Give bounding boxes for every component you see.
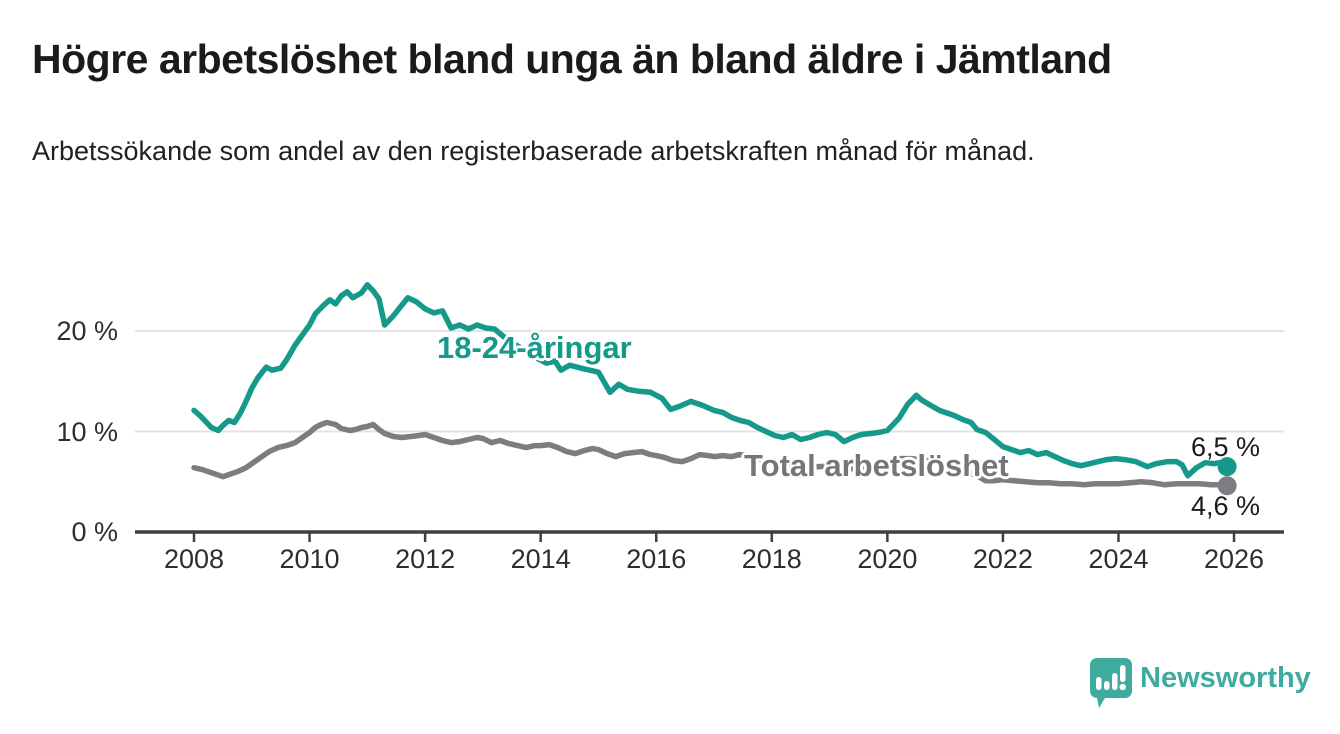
end-value-label-total: 4,6 % bbox=[1190, 491, 1260, 521]
end-value-label-young: 6,5 % bbox=[1190, 432, 1260, 462]
x-axis-label: 2012 bbox=[395, 544, 456, 574]
newsworthy-logo-icon bbox=[1090, 658, 1132, 708]
series-end-dot bbox=[1217, 457, 1237, 477]
series-line bbox=[191, 282, 1230, 479]
x-axis-label: 2010 bbox=[279, 544, 340, 574]
x-axis-label: 2018 bbox=[741, 544, 802, 574]
chart-subtitle: Arbetssökande som andel av den registerb… bbox=[32, 136, 1035, 166]
y-axis-label: 10 % bbox=[56, 416, 118, 447]
series-label-total: Total arbetslöshet bbox=[744, 448, 1009, 483]
series-label-young: 18-24-åringar bbox=[437, 330, 632, 365]
logo-bar-3 bbox=[1112, 673, 1118, 690]
series-line bbox=[191, 419, 1230, 489]
logo-exclamation-dot bbox=[1119, 683, 1126, 691]
series-end-dot bbox=[1217, 476, 1237, 496]
x-axis-label: 2024 bbox=[1088, 544, 1149, 574]
x-axis-label: 2016 bbox=[626, 544, 687, 574]
x-axis-label: 2022 bbox=[972, 544, 1033, 574]
logo-bar-2 bbox=[1104, 681, 1110, 690]
y-axis-label: 20 % bbox=[56, 316, 118, 346]
x-axis-label: 2008 bbox=[163, 544, 225, 574]
x-axis-label: 2020 bbox=[857, 544, 918, 574]
logo-exclamation-bar bbox=[1120, 665, 1126, 682]
page-title: Högre arbetslöshet bland unga än bland ä… bbox=[32, 36, 1112, 82]
y-axis-label: 0 % bbox=[71, 517, 118, 547]
newsworthy-branding: Newsworthy bbox=[1088, 656, 1311, 708]
logo-bar-1 bbox=[1096, 677, 1102, 690]
x-axis-label: 2014 bbox=[510, 544, 571, 574]
newsworthy-logo-text: Newsworthy bbox=[1140, 662, 1311, 694]
x-axis-label: 2026 bbox=[1203, 544, 1265, 574]
